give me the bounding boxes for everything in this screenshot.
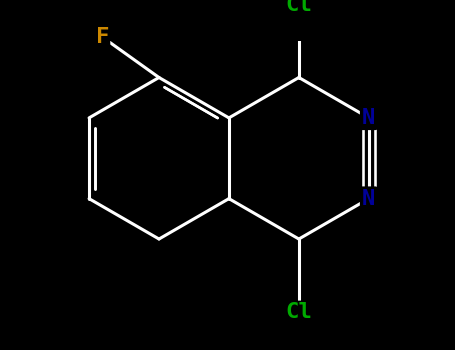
- Text: N: N: [362, 189, 375, 209]
- Text: F: F: [96, 27, 109, 47]
- Text: N: N: [362, 108, 375, 128]
- Text: Cl: Cl: [285, 0, 312, 15]
- Text: Cl: Cl: [285, 302, 312, 322]
